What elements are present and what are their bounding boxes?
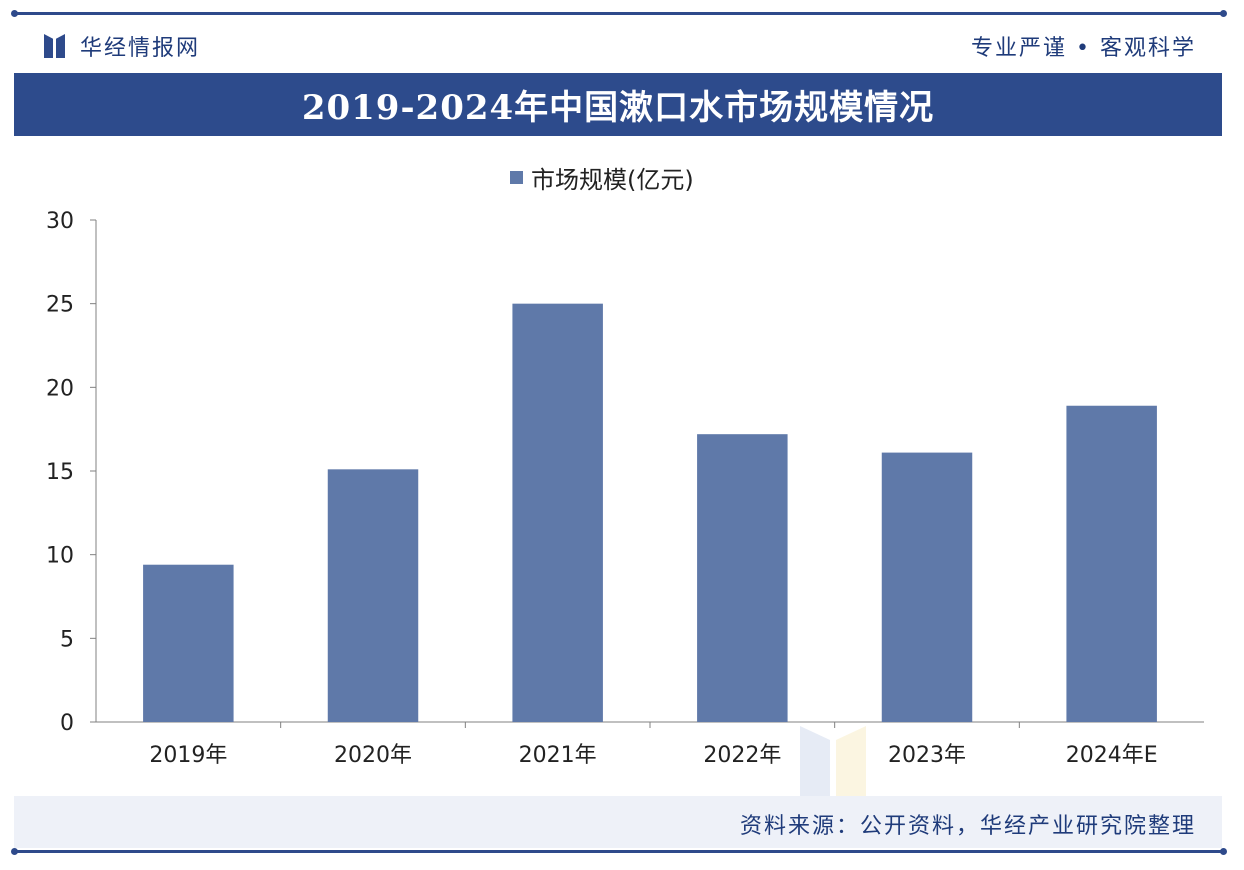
x-tick-label: 2021年 [519,743,597,768]
x-tick-label: 2024年E [1066,743,1158,768]
bar-2019年 [143,564,234,722]
source-note: 资料来源：公开资料，华经产业研究院整理 [739,814,1196,839]
x-tick-label: 2023年 [888,743,966,768]
y-tick-label: 10 [46,544,74,569]
x-tick-label: 2020年 [334,743,412,768]
bar-2021年 [512,303,603,722]
brand-logo-icon [44,34,68,58]
watermark-logo [800,726,868,796]
y-tick-label: 0 [60,711,74,736]
legend-swatch [510,171,523,184]
y-tick-label: 20 [46,376,74,401]
top-rule [11,10,1227,17]
tagline: 专业严谨 • 客观科学 [971,36,1196,61]
bar-2020年 [327,469,419,722]
brand-name: 华经情报网 [80,36,201,61]
y-tick-label: 5 [60,627,74,652]
bar-2023年 [881,452,973,722]
bar-2024年E [1066,405,1157,722]
bar-2022年 [697,434,788,722]
x-tick-label: 2019年 [149,743,227,768]
chart-title: 2019-2024年中国漱口水市场规模情况 [301,88,935,128]
legend: 市场规模(亿元) [510,160,694,195]
bottom-rule [11,848,1227,855]
footer-bar [14,796,1222,848]
y-tick-label: 25 [46,293,74,318]
brand: 华经情报网 [44,30,200,62]
x-tick-label: 2022年 [703,743,781,768]
legend-label: 市场规模(亿元) [531,166,694,194]
y-tick-label: 15 [46,460,74,485]
y-tick-label: 30 [46,209,74,234]
title-bar: 2019-2024年中国漱口水市场规模情况 [14,73,1222,136]
